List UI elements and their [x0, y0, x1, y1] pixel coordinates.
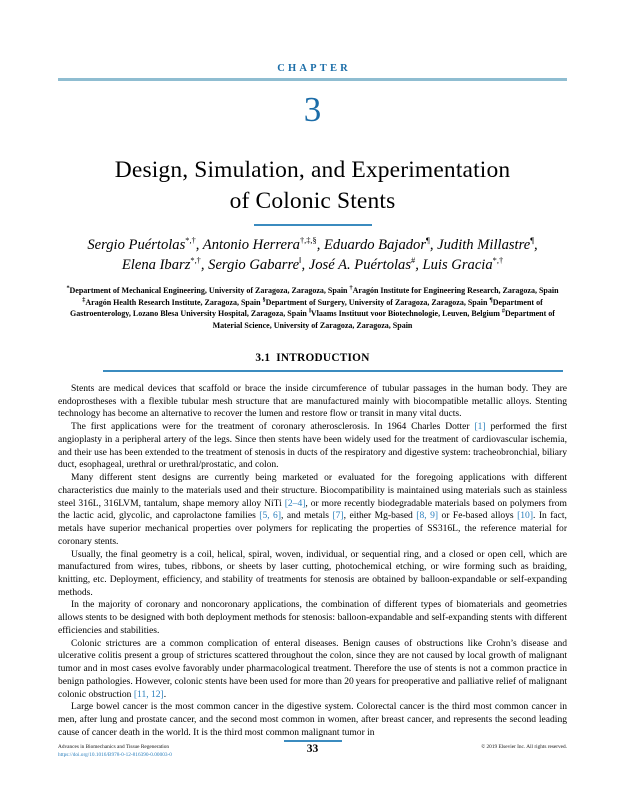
copyright-notice: © 2019 Elsevier Inc. All rights reserved…: [481, 744, 567, 750]
section-heading: 3.1 INTRODUCTION: [58, 352, 567, 364]
chapter-label: CHAPTER: [277, 63, 351, 74]
title-line-2: of Colonic Stents: [229, 187, 396, 214]
doi-link[interactable]: https://doi.org/10.1016/B978-0-12-816390…: [58, 752, 172, 759]
paragraph: The first applications were for the trea…: [58, 421, 567, 471]
series-title: Advances in Biomechanics and Tissue Rege…: [58, 744, 170, 750]
page-title: Design, Simulation, and Experimentation …: [58, 155, 567, 216]
title-line-1: Design, Simulation, and Experimentation: [114, 157, 511, 183]
section-rule: [103, 370, 563, 372]
chapter-number: 3: [303, 90, 322, 129]
affiliation-list: *Department of Mechanical Engineering, U…: [66, 284, 559, 330]
author-line-1: Sergio Puértolas*,†, Antonio Herrera†,‡,…: [87, 235, 538, 253]
footer-rule: [283, 740, 342, 743]
author-list: Sergio Puértolas*,†, Antonio Herrera†,‡,…: [58, 235, 567, 276]
page-number: 33: [306, 743, 319, 755]
author-line-2: Elena Ibarz*,†, Sergio Gabarre‖, José A.…: [121, 256, 504, 274]
title-rule: [253, 224, 372, 226]
footer-source: Advances in Biomechanics and Tissue Rege…: [58, 743, 172, 759]
page-footer: 33 Advances in Biomechanics and Tissue R…: [58, 740, 567, 774]
paragraph: Stents are medical devices that scaffold…: [58, 382, 567, 420]
header-rule: [58, 78, 567, 81]
paragraph: Colonic strictures are a common complica…: [58, 637, 567, 700]
paragraph: Many different stent designs are current…: [58, 472, 567, 547]
paragraph: Large bowel cancer is the most common ca…: [58, 701, 567, 738]
body-text: Stents are medical devices that scaffold…: [58, 383, 567, 740]
section-title: INTRODUCTION: [276, 352, 370, 365]
paragraph: Usually, the final geometry is a coil, h…: [58, 548, 567, 598]
section-number: 3.1: [255, 352, 271, 365]
paragraph: In the majority of coronary and noncoron…: [58, 599, 567, 636]
